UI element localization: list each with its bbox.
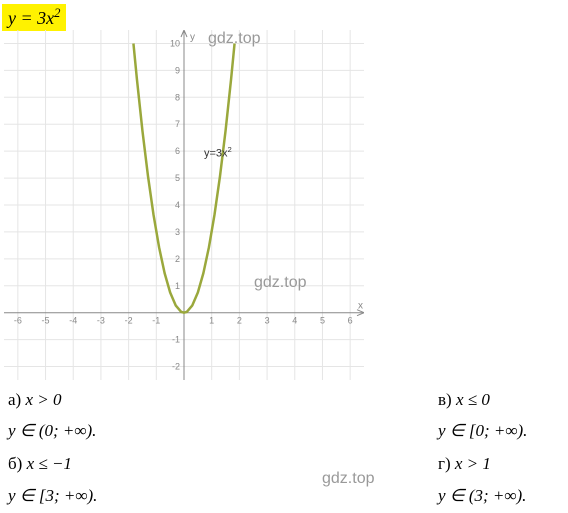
answer-condition: x ≤ −1 xyxy=(27,454,72,473)
answer-label: г) xyxy=(438,454,451,473)
parabola-chart: -6 -5 -4 -3 -2 -1 1 2 3 4 5 6 -2 -1 1 2 3 4 5 6 7 8 9 10 x y y=3x… xyxy=(4,30,364,380)
svg-text:-2: -2 xyxy=(172,362,180,372)
svg-text:x: x xyxy=(358,301,363,312)
svg-text:10: 10 xyxy=(170,38,180,48)
svg-text:4: 4 xyxy=(292,316,297,326)
svg-text:9: 9 xyxy=(175,65,180,75)
answer-label: в) xyxy=(438,390,452,409)
chart-svg: -6 -5 -4 -3 -2 -1 1 2 3 4 5 6 -2 -1 1 2 3 4 5 6 7 8 9 10 x y xyxy=(4,30,364,380)
watermark: gdz.top xyxy=(208,30,260,48)
answer-a: а) x > 0 xyxy=(8,386,97,413)
answer-result: y ∈ (3; +∞). xyxy=(438,486,526,505)
answer-label: б) xyxy=(8,454,22,473)
svg-text:-4: -4 xyxy=(69,316,77,326)
svg-text:y: y xyxy=(190,32,195,43)
answer-b: б) x ≤ −1 xyxy=(8,450,97,477)
answers-left-column: а) x > 0 y ∈ (0; +∞). б) x ≤ −1 y ∈ [3; … xyxy=(8,386,97,513)
answer-result: y ∈ (0; +∞). xyxy=(8,421,96,440)
svg-text:4: 4 xyxy=(175,200,180,210)
svg-text:-2: -2 xyxy=(125,316,133,326)
svg-text:2: 2 xyxy=(237,316,242,326)
svg-text:5: 5 xyxy=(175,173,180,183)
svg-text:-5: -5 xyxy=(42,316,50,326)
svg-text:7: 7 xyxy=(175,119,180,129)
svg-text:-6: -6 xyxy=(14,316,22,326)
answer-condition: x > 1 xyxy=(455,454,491,473)
answers-right-column: в) x ≤ 0 y ∈ [0; +∞). г) x > 1 y ∈ (3; +… xyxy=(438,386,527,513)
answer-v: в) x ≤ 0 xyxy=(438,386,527,413)
watermark: gdz.top xyxy=(254,274,306,292)
answer-condition: x ≤ 0 xyxy=(456,390,490,409)
equation-text: y = 3x2 xyxy=(8,8,60,28)
svg-text:8: 8 xyxy=(175,92,180,102)
answer-b-result: y ∈ [3; +∞). xyxy=(8,482,97,509)
svg-text:5: 5 xyxy=(320,316,325,326)
watermark: gdz.top xyxy=(322,470,374,488)
svg-text:6: 6 xyxy=(348,316,353,326)
answer-result: y ∈ [0; +∞). xyxy=(438,421,527,440)
svg-text:-3: -3 xyxy=(97,316,105,326)
svg-text:3: 3 xyxy=(175,227,180,237)
equation-highlight: y = 3x2 xyxy=(2,4,66,31)
svg-text:3: 3 xyxy=(265,316,270,326)
answer-label: а) xyxy=(8,390,21,409)
svg-text:1: 1 xyxy=(175,281,180,291)
answer-condition: x > 0 xyxy=(25,390,61,409)
svg-text:1: 1 xyxy=(209,316,214,326)
svg-text:6: 6 xyxy=(175,146,180,156)
answer-a-result: y ∈ (0; +∞). xyxy=(8,417,97,444)
answer-result: y ∈ [3; +∞). xyxy=(8,486,97,505)
svg-text:2: 2 xyxy=(175,254,180,264)
answer-v-result: y ∈ [0; +∞). xyxy=(438,417,527,444)
answer-g-result: y ∈ (3; +∞). xyxy=(438,482,527,509)
answer-g: г) x > 1 xyxy=(438,450,527,477)
curve-label: y=3x2 xyxy=(204,145,232,160)
svg-text:-1: -1 xyxy=(172,335,180,345)
svg-text:-1: -1 xyxy=(152,316,160,326)
